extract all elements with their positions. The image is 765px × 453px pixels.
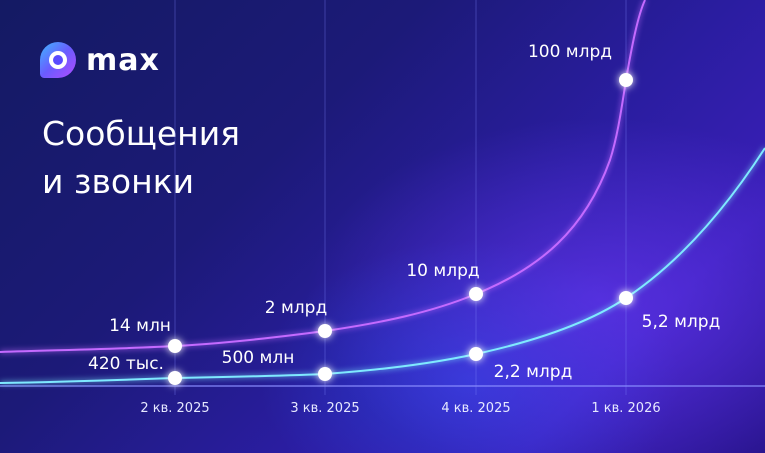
data-point [469, 287, 483, 301]
x-tick-label: 4 кв. 2025 [441, 401, 510, 416]
max-logo-icon [40, 42, 76, 78]
headline-line-2: и звонки [42, 162, 195, 201]
brand-logo: max [40, 42, 160, 78]
headline: Сообщения и звонки [42, 110, 240, 206]
data-point [318, 367, 332, 381]
data-point [619, 291, 633, 305]
data-points [168, 73, 633, 385]
data-point [469, 347, 483, 361]
data-label: 5,2 млрд [642, 312, 721, 332]
data-label: 420 тыс. [88, 354, 164, 374]
data-label: 14 млн [109, 316, 171, 336]
data-label: 2,2 млрд [494, 362, 573, 382]
data-label: 500 млн [222, 348, 295, 368]
x-tick-label: 1 кв. 2026 [591, 401, 660, 416]
x-tick-labels: 2 кв. 2025 3 кв. 2025 4 кв. 2025 1 кв. 2026 [140, 401, 660, 416]
data-point [168, 371, 182, 385]
data-label: 10 млрд [406, 261, 479, 281]
brand-name: max [86, 42, 160, 78]
data-point [168, 339, 182, 353]
data-point [318, 324, 332, 338]
data-label: 2 млрд [265, 298, 327, 318]
data-labels: 14 млн 2 млрд 10 млрд 100 млрд 420 тыс. 500 м… [88, 42, 720, 382]
data-label: 100 млрд [528, 42, 612, 62]
x-tick-label: 3 кв. 2025 [290, 401, 359, 416]
data-point [619, 73, 633, 87]
x-tick-label: 2 кв. 2025 [140, 401, 209, 416]
series-line-2 [0, 147, 765, 384]
headline-line-1: Сообщения [42, 114, 241, 153]
